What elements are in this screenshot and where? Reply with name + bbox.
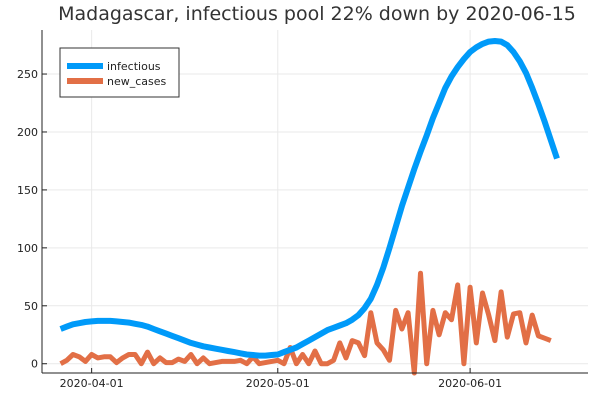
legend-box xyxy=(59,47,180,98)
chart-title: Madagascar, infectious pool 22% down by … xyxy=(58,3,576,25)
x-tick-label: 2020-04-01 xyxy=(60,377,124,390)
axes xyxy=(41,30,588,374)
y-tick-label: 150 xyxy=(17,184,38,197)
y-tick-label: 200 xyxy=(17,126,38,139)
y-tick-label: 50 xyxy=(24,300,38,313)
y-tick-label: 250 xyxy=(17,68,38,81)
series-layer xyxy=(59,38,560,376)
legend-label-new-cases: new_cases xyxy=(107,75,167,88)
x-tick-label: 2020-06-01 xyxy=(438,377,502,390)
legend-label-infectious: infectious xyxy=(107,60,161,73)
series-line-infectious xyxy=(59,38,560,359)
y-tick-label: 0 xyxy=(31,358,38,371)
legend: infectious new_cases xyxy=(59,47,180,98)
series-line-new-cases xyxy=(59,270,552,376)
tick-labels: 0 50 100 150 200 250 2020-04-01 2020-05-01 2020-… xyxy=(17,68,502,390)
y-tick-label: 100 xyxy=(17,242,38,255)
x-tick-label: 2020-05-01 xyxy=(246,377,310,390)
